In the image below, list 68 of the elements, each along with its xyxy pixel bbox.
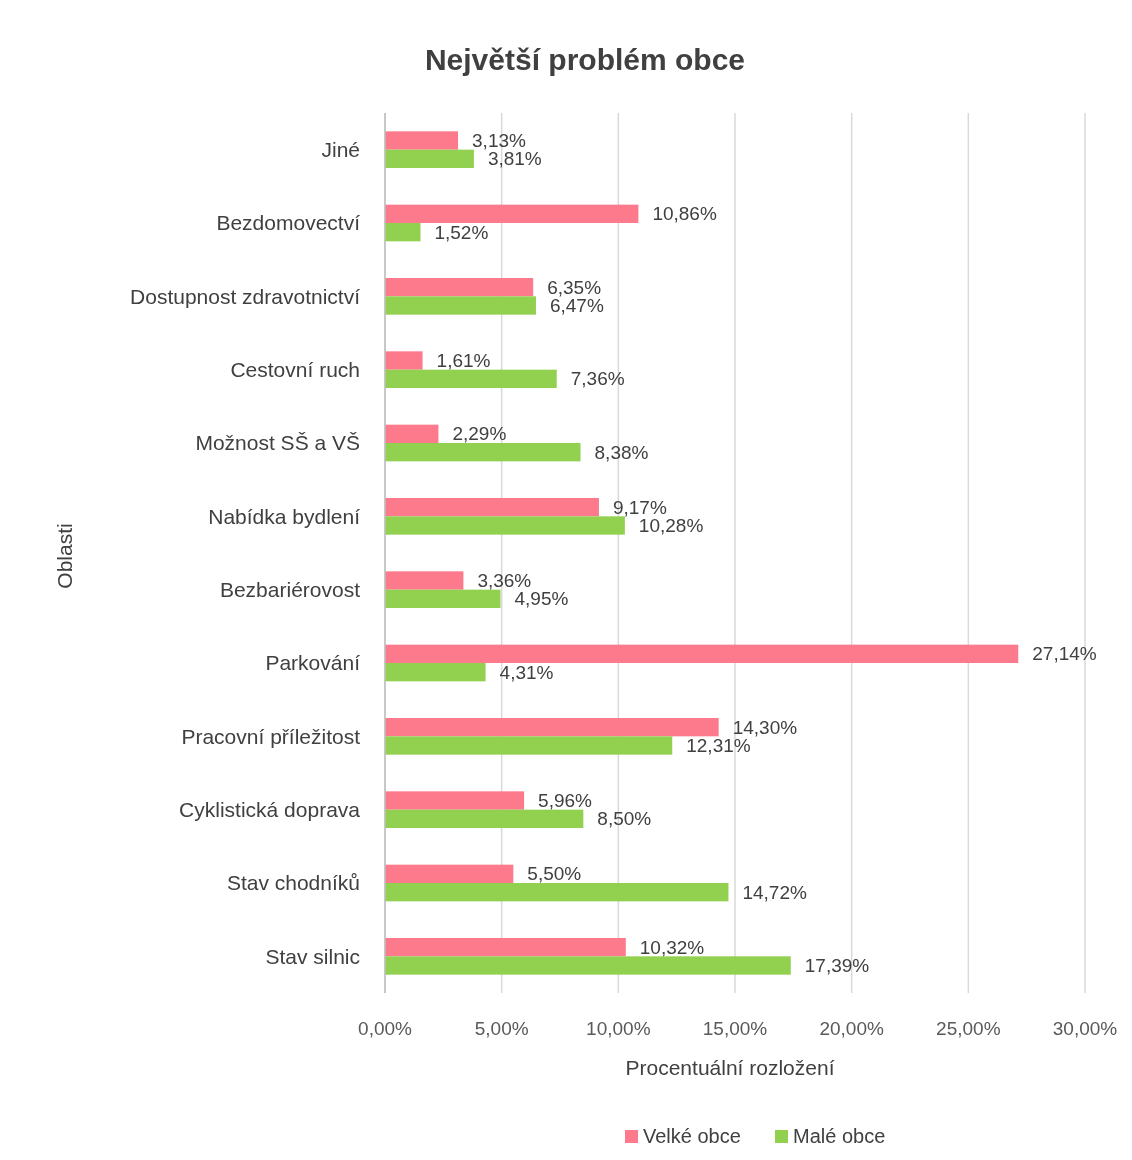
x-tick-label: 5,00%: [474, 1018, 529, 1039]
data-label: 8,38%: [594, 441, 649, 463]
bar: [385, 498, 599, 517]
x-tick-label: 0,00%: [358, 1018, 413, 1039]
data-label: 6,47%: [549, 295, 604, 317]
x-tick-label: 15,00%: [702, 1018, 768, 1039]
bar: [385, 644, 1019, 663]
data-label: 5,96%: [538, 790, 593, 812]
y-tick-label: Jiné: [321, 138, 360, 162]
bar: [385, 809, 584, 828]
x-axis-title: Procentuální rozložení: [625, 1056, 835, 1079]
bar: [385, 223, 421, 242]
x-tick-label: 30,00%: [1052, 1018, 1118, 1039]
x-tick-label: 25,00%: [936, 1018, 1001, 1039]
bar: [385, 369, 557, 388]
data-label: 14,72%: [742, 881, 808, 903]
data-label: 10,28%: [638, 515, 704, 537]
data-label: 6,35%: [547, 276, 602, 298]
data-label: 7,36%: [570, 368, 625, 390]
y-tick-label: Cyklistická doprava: [179, 798, 361, 822]
bar: [385, 296, 536, 315]
y-tick-label: Dostupnost zdravotnictví: [130, 284, 361, 308]
y-tick-label: Stav chodníků: [226, 871, 360, 895]
y-tick-label: Bezdomovectví: [216, 211, 361, 235]
data-label: 8,50%: [597, 808, 652, 830]
chart-title: Největší problém obce: [424, 43, 746, 76]
y-tick-label: Nabídka bydlení: [208, 504, 361, 528]
data-label: 9,17%: [612, 496, 667, 518]
bar: [385, 938, 626, 957]
data-label: 4,31%: [499, 661, 554, 683]
data-label: 1,52%: [434, 221, 489, 243]
data-label: 27,14%: [1032, 643, 1097, 665]
y-tick-label: Pracovní příležitost: [181, 724, 361, 748]
bar: [385, 443, 581, 462]
data-label: 1,61%: [436, 350, 491, 372]
data-label: 10,32%: [639, 936, 705, 958]
bar: [385, 278, 534, 297]
bar: [385, 149, 474, 168]
bar: [385, 204, 639, 223]
x-tick-label: 10,00%: [586, 1018, 651, 1039]
legend-label: Malé obce: [793, 1125, 886, 1147]
y-tick-label: Cestovní ruch: [230, 358, 360, 382]
bar: [385, 883, 729, 902]
bar: [385, 589, 501, 608]
y-axis-title: Oblasti: [53, 523, 76, 589]
data-label: 12,31%: [686, 735, 751, 757]
data-label: 2,29%: [452, 423, 507, 445]
bar: [385, 718, 719, 737]
bar: [385, 351, 423, 370]
legend-label: Velké obce: [643, 1125, 741, 1147]
y-tick-label: Stav silnic: [265, 944, 360, 968]
bar: [385, 424, 439, 443]
bar: [385, 131, 459, 150]
bar: [385, 663, 486, 682]
y-tick-label: Bezbariérovost: [219, 578, 361, 602]
x-tick-label: 20,00%: [819, 1018, 884, 1039]
bar: [385, 864, 514, 883]
y-tick-label: Možnost SŠ a VŠ: [195, 431, 360, 455]
data-label: 17,39%: [804, 955, 870, 977]
data-label: 10,86%: [652, 203, 717, 225]
data-label: 14,30%: [732, 716, 798, 738]
bar: [385, 571, 464, 590]
bar: [385, 736, 673, 755]
data-label: 5,50%: [527, 863, 582, 885]
bar: [385, 516, 625, 535]
bar: [385, 791, 525, 810]
y-tick-label: Parkování: [265, 651, 361, 675]
bar: [385, 956, 791, 975]
